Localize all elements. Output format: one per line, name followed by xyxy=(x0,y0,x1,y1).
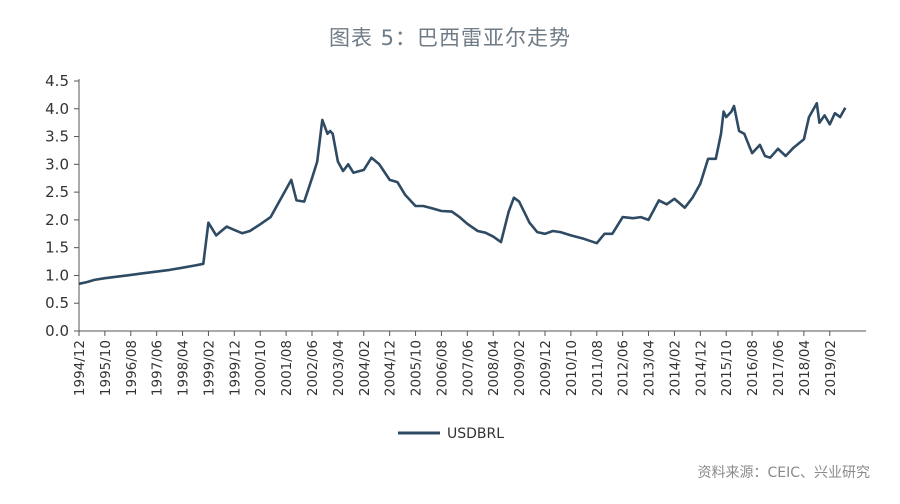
x-tick-label: 2002/06 xyxy=(305,340,321,396)
source-note: 资料来源：CEIC、兴业研究 xyxy=(697,465,870,481)
x-tick-label: 2014/02 xyxy=(667,340,683,396)
legend-label: USDBRL xyxy=(447,426,504,442)
x-tick-label: 1994/12 xyxy=(72,340,88,396)
x-tick-label: 2009/12 xyxy=(538,340,554,396)
y-tick-label: 0.5 xyxy=(45,294,69,312)
x-tick-label: 2006/08 xyxy=(434,340,450,396)
series-line-usdbrl xyxy=(78,101,847,286)
y-tick-label: 4.5 xyxy=(45,72,69,90)
x-tick-label: 2005/10 xyxy=(409,340,425,396)
x-tick-label: 1999/02 xyxy=(201,340,217,396)
y-tick-label: 4.0 xyxy=(45,100,69,118)
y-tick-label: 2.0 xyxy=(45,211,69,229)
x-tick-label: 2000/10 xyxy=(253,340,269,396)
x-tick-labels: 1994/12 1995/10 1996/08 1997/06 1998/04 1999/… xyxy=(72,340,839,396)
x-tick-label: 2014/12 xyxy=(693,340,709,396)
y-tick-label: 3.5 xyxy=(45,128,69,146)
chart-title: 图表 5：巴西雷亚尔走势 xyxy=(328,26,572,50)
x-tick-label: 2001/08 xyxy=(279,340,295,396)
x-tick-label: 2013/04 xyxy=(642,340,658,396)
x-tick-label: 2018/04 xyxy=(797,340,813,396)
x-tick-label: 2009/02 xyxy=(512,340,528,396)
x-tick-label: 2017/06 xyxy=(771,340,787,396)
y-tick-label: 3.0 xyxy=(45,155,69,173)
x-tick-label: 2012/06 xyxy=(616,340,632,396)
legend: USDBRL xyxy=(398,426,504,442)
x-tick-label: 2010/10 xyxy=(564,340,580,396)
x-tick-label: 2015/10 xyxy=(719,340,735,396)
x-tick-label: 2011/08 xyxy=(590,340,606,396)
x-tick-label: 1998/04 xyxy=(176,340,192,396)
x-tick-label: 2007/06 xyxy=(460,340,476,396)
x-tick-label: 2019/02 xyxy=(823,340,839,396)
x-tick-label: 2004/12 xyxy=(383,340,399,396)
x-tick-label: 2016/08 xyxy=(745,340,761,396)
x-tick-label: 2003/04 xyxy=(331,340,347,396)
x-tick-label: 1999/12 xyxy=(227,340,243,396)
axes xyxy=(74,79,866,336)
y-tick-label: 1.0 xyxy=(45,266,69,284)
x-tick-label: 1997/06 xyxy=(150,340,166,396)
x-tick-label: 2004/02 xyxy=(357,340,373,396)
x-tick-label: 1996/08 xyxy=(124,340,140,396)
y-tick-label: 2.5 xyxy=(45,183,69,201)
x-tick-label: 2008/04 xyxy=(486,340,502,396)
y-tick-labels: 0.0 0.5 1.0 1.5 2.0 2.5 3.0 3.5 4.0 4.5 xyxy=(45,72,69,340)
x-tick-label: 1995/10 xyxy=(98,340,114,396)
y-tick-label: 0.0 xyxy=(45,322,69,340)
y-tick-label: 1.5 xyxy=(45,239,69,257)
